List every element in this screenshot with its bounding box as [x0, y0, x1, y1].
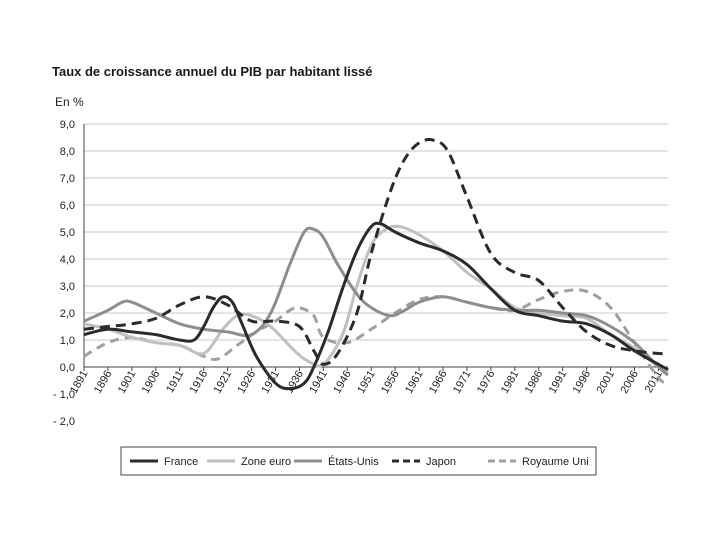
y-tick-label: - 2,0 — [53, 416, 75, 428]
y-tick-label: 2,0 — [60, 308, 75, 320]
x-tick-label: 1916 — [188, 369, 211, 396]
y-axis-ticks: 9,0 8,0 7,0 6,0 5,0 4,0 3,0 2,0 1,0 0,0 - 1,0 - 2,0 — [53, 119, 75, 428]
series-lines — [83, 138, 669, 391]
y-axis-unit-label: En % — [55, 95, 84, 109]
x-tick-label: 1986 — [523, 369, 546, 396]
x-tick-label: 1976 — [475, 369, 498, 396]
legend-label: France — [164, 456, 198, 468]
y-tick-label: - 1,0 — [53, 389, 75, 401]
x-axis-ticks: 1891 1896 1901 1906 1911 1916 1921 1926 1931 1936… — [68, 367, 665, 396]
y-tick-label: 7,0 — [60, 173, 75, 185]
x-tick-label: 1996 — [571, 369, 594, 396]
x-tick-label: 1971 — [451, 369, 474, 396]
x-tick-label: 1981 — [499, 369, 522, 396]
y-tick-label: 3,0 — [60, 281, 75, 293]
legend-label: Zone euro — [241, 456, 291, 468]
x-tick-label: 1961 — [403, 369, 426, 396]
x-tick-label: 1956 — [379, 369, 402, 396]
x-tick-label: 1946 — [331, 369, 354, 396]
x-tick-label: 1906 — [140, 369, 163, 396]
x-tick-label: 1926 — [236, 369, 259, 396]
y-tick-label: 8,0 — [60, 146, 75, 158]
x-axis — [83, 124, 668, 368]
chart-title: Taux de croissance annuel du PIB par hab… — [52, 64, 373, 79]
legend-label: États-Unis — [328, 455, 379, 468]
x-tick-label: 1901 — [116, 369, 139, 396]
legend: France Zone euro États-Unis Japon Royaume Un… — [120, 446, 597, 476]
y-tick-label: 4,0 — [60, 254, 75, 266]
legend-label: Royaume Uni — [522, 456, 589, 468]
x-tick-label: 1896 — [92, 369, 115, 396]
x-tick-label: 1966 — [427, 369, 450, 396]
y-tick-label: 9,0 — [60, 119, 75, 131]
x-tick-label: 1921 — [212, 369, 235, 396]
x-tick-label: 1991 — [547, 369, 570, 396]
series-line-zone-euro — [83, 224, 669, 374]
series-line-france — [83, 221, 669, 391]
legend-box — [120, 446, 597, 476]
y-tick-label: 5,0 — [60, 227, 75, 239]
y-tick-label: 1,0 — [60, 335, 75, 347]
x-tick-label: 1931 — [259, 369, 282, 396]
series-line-japon — [83, 138, 669, 366]
x-tick-label: 1936 — [283, 369, 306, 396]
x-tick-label: 1911 — [164, 369, 186, 395]
x-tick-label: 2006 — [618, 369, 641, 396]
legend-label: Japon — [426, 456, 456, 468]
series-line-royaume-uni — [83, 288, 669, 385]
x-tick-label: 2001 — [595, 369, 618, 396]
y-tick-label: 6,0 — [60, 200, 75, 212]
x-tick-label: 1951 — [355, 369, 378, 396]
series-line-tats-unis — [83, 226, 669, 377]
y-tick-label: 0,0 — [60, 362, 75, 374]
